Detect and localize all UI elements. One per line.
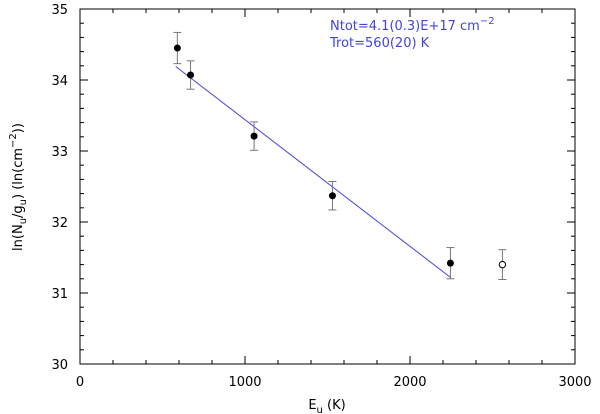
x-axis-label: Eu (K) [308, 398, 345, 414]
x-tick-label: 0 [76, 375, 84, 390]
annotation-column-density: Ntot=4.1(0.3)E+17 cm−2 [330, 16, 495, 34]
data-point-open [498, 260, 507, 269]
annotation-rotation-temperature-text: Trot=560(20) K [329, 36, 430, 51]
y-axis-label-sub1: u [18, 218, 29, 224]
y-tick-label: 31 [51, 287, 68, 302]
plot-frame [79, 8, 576, 365]
axis-ticks [79, 8, 576, 365]
y-tick-label: 34 [51, 74, 68, 89]
y-axis-label-end: )) [11, 123, 26, 133]
y-axis-label-post: ) (ln(cm [11, 148, 26, 199]
data-point [250, 132, 258, 140]
x-axis-label-main: E [308, 398, 316, 413]
y-tick-label: 32 [51, 216, 68, 231]
y-tick-label: 33 [51, 145, 68, 160]
data-point [173, 44, 181, 52]
y-axis-label-mid: /g [11, 205, 26, 218]
error-bars [173, 31, 507, 281]
data-point [187, 71, 195, 79]
y-axis-label: ln(Nu/gu) (ln(cm−2)) [8, 123, 29, 251]
annotation-rotation-temperature: Trot=560(20) K [329, 36, 430, 51]
y-axis-label-pre: ln(N [11, 224, 26, 251]
y-axis-label-sup: −2 [8, 133, 19, 148]
x-axis-label-subscript: u [317, 405, 323, 414]
x-axis-label-unit: (K) [323, 398, 346, 413]
x-tick-label: 3000 [558, 375, 591, 390]
x-tick-label: 2000 [393, 375, 426, 390]
y-tick-label: 35 [51, 3, 68, 18]
y-axis-label-sub2: u [18, 199, 29, 205]
tick-labels: 0 1000 2000 3000 30 31 32 33 34 35 [51, 3, 591, 390]
data-point [328, 192, 336, 200]
y-tick-label: 30 [51, 358, 68, 373]
data-points [173, 44, 507, 269]
annotation-column-density-exponent: −2 [480, 16, 495, 27]
annotation-column-density-text: Ntot=4.1(0.3)E+17 cm [330, 19, 480, 34]
fit-line [175, 66, 451, 278]
x-tick-label: 1000 [228, 375, 261, 390]
data-point [446, 259, 454, 267]
